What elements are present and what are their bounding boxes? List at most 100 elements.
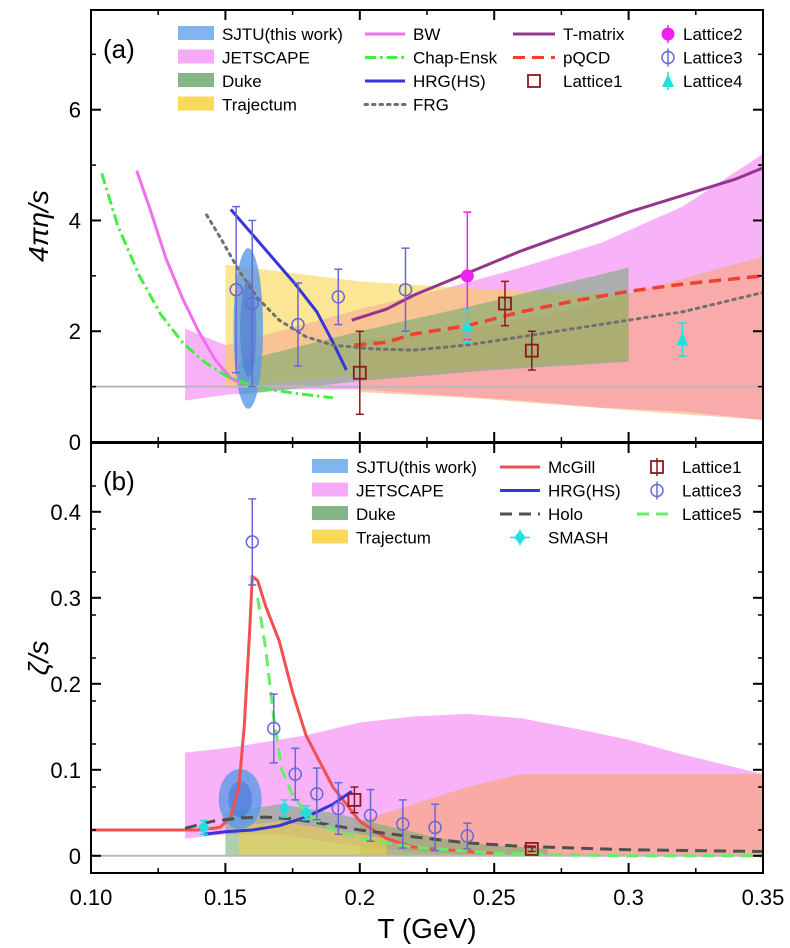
x-tick-label: 0.10 xyxy=(70,885,113,910)
legend-swatch-sjtu-this-work- xyxy=(312,459,348,473)
legend-label: Trajectum xyxy=(356,529,431,548)
x-tick-label: 0.15 xyxy=(204,885,247,910)
point-lattice3 xyxy=(245,535,260,549)
legend-label: SJTU(this work) xyxy=(222,25,343,44)
line-frg xyxy=(205,213,763,352)
legend-label: Lattice5 xyxy=(682,505,742,524)
band-orange xyxy=(359,774,763,856)
point-lattice3 xyxy=(291,317,305,332)
line-holo xyxy=(184,815,763,853)
legend-label: BW xyxy=(413,25,440,44)
legend-swatch-trajectum xyxy=(178,96,214,111)
point-lattice3 xyxy=(428,820,442,835)
point-lattice3 xyxy=(398,282,413,297)
legend-swatch-trajectum xyxy=(312,529,348,544)
point-smash xyxy=(278,801,291,816)
legend-label: Holo xyxy=(548,505,583,524)
panel-b-ylabel: ζ/s xyxy=(23,641,54,676)
legend-label: HRG(HS) xyxy=(548,482,621,501)
point-lattice3 xyxy=(331,290,346,304)
x-tick-label: 0.2 xyxy=(345,885,376,910)
legend-label: Lattice1 xyxy=(563,72,623,91)
line-pqcd xyxy=(354,274,763,347)
band-sjtu xyxy=(218,768,262,830)
y-tick-label: 0.4 xyxy=(50,500,81,525)
legend-label: JETSCAPE xyxy=(222,49,310,68)
point-lattice3 xyxy=(229,282,243,297)
legend-label: Duke xyxy=(356,505,396,524)
legend-label: Lattice3 xyxy=(682,482,742,501)
panel-b-label: (b) xyxy=(103,466,135,496)
panel-a-legend: SJTU(this work) JETSCAPE Duke Trajectum BW Ch… xyxy=(178,25,743,115)
point-lattice3 xyxy=(245,296,260,311)
legend-label: McGill xyxy=(548,458,595,477)
legend-label: Lattice2 xyxy=(683,25,743,44)
y-tick-label: 0 xyxy=(69,430,81,455)
point-lattice3 xyxy=(331,801,346,816)
x-tick-label: 0.25 xyxy=(473,885,516,910)
legend-marker-lattice4 xyxy=(662,74,674,87)
point-smash xyxy=(300,805,313,820)
y-tick-label: 0.2 xyxy=(50,672,81,697)
legend-label: Trajectum xyxy=(222,96,297,115)
legend-label: T-matrix xyxy=(563,25,625,44)
line-lattice5 xyxy=(256,597,763,858)
x-tick-label: 0.35 xyxy=(742,885,785,910)
legend-label: Chap-Ensk xyxy=(413,49,498,68)
point-lattice3 xyxy=(310,787,324,801)
panel-a: 0 2 4 6 (a) 4πη/s SJTU(this work) JETSCAPE Du… xyxy=(23,9,764,455)
legend-marker-lattice1 xyxy=(650,460,664,474)
y-tick-label: 0.3 xyxy=(50,586,81,611)
x-axis-label: T (GeV) xyxy=(377,913,476,944)
legend-label: Duke xyxy=(222,72,262,91)
legend-label: Lattice4 xyxy=(683,72,743,91)
point-lattice4 xyxy=(676,332,689,346)
band-sjtu xyxy=(233,248,264,409)
point-lattice3 xyxy=(363,808,378,823)
legend-swatch-sjtu-this-work- xyxy=(178,26,214,40)
point-lattice1 xyxy=(524,343,539,358)
legend-swatch-jetscape xyxy=(178,49,214,64)
legend-label: Lattice3 xyxy=(683,49,743,68)
panel-b: 00.10.20.30.40.10 0.15 0.2 0.25 0.3 0.35 (b) … xyxy=(23,442,785,944)
legend-label: FRG xyxy=(413,96,449,115)
legend-marker-lattice3 xyxy=(650,483,664,498)
point-lattice2 xyxy=(460,269,474,283)
point-lattice1 xyxy=(347,793,362,807)
y-tick-label: 4 xyxy=(69,208,81,233)
legend-label: JETSCAPE xyxy=(356,482,444,501)
y-tick-label: 0.1 xyxy=(50,758,81,783)
point-smash xyxy=(197,820,210,835)
legend-swatch-jetscape xyxy=(312,482,348,497)
point-lattice1 xyxy=(524,842,539,856)
legend-marker-lattice3 xyxy=(661,50,675,65)
line-chap-ensk xyxy=(100,172,334,400)
legend-swatch-duke xyxy=(312,506,348,520)
legend-label: HRG(HS) xyxy=(413,72,486,91)
point-lattice3 xyxy=(288,767,303,781)
legend-marker-lattice1 xyxy=(527,74,541,88)
legend-label: pQCD xyxy=(563,49,610,68)
legend-label: SJTU(this work) xyxy=(356,458,477,477)
point-lattice3 xyxy=(267,721,281,736)
line-t-matrix xyxy=(351,166,763,322)
legend-label: SMASH xyxy=(548,529,608,548)
x-tick-label: 0.3 xyxy=(613,885,644,910)
point-lattice4 xyxy=(461,318,474,332)
point-lattice1 xyxy=(352,365,367,380)
y-tick-label: 2 xyxy=(69,319,81,344)
band-trajectum xyxy=(238,821,387,856)
point-lattice1 xyxy=(498,296,512,311)
panel-a-ylabel: 4πη/s xyxy=(23,190,54,262)
legend-label: Lattice1 xyxy=(682,458,742,477)
legend-marker-smash xyxy=(514,530,526,545)
panel-b-legend: SJTU(this work) JETSCAPE Duke Trajectum McGi… xyxy=(312,458,742,548)
point-lattice3 xyxy=(396,817,410,831)
legend-swatch-duke xyxy=(178,73,214,87)
y-tick-label: 0 xyxy=(69,844,81,869)
legend-marker-lattice2 xyxy=(661,27,675,41)
y-tick-label: 6 xyxy=(69,98,81,123)
panel-a-label: (a) xyxy=(103,34,135,64)
line-hrg-hs- xyxy=(203,790,353,836)
